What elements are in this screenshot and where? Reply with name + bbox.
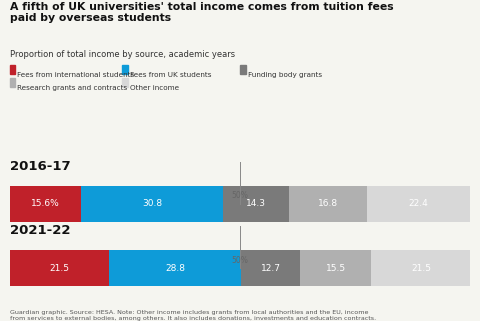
Text: A fifth of UK universities' total income comes from tuition fees
paid by oversea: A fifth of UK universities' total income…	[10, 2, 393, 23]
Text: 28.8: 28.8	[165, 264, 185, 273]
Text: 14.3: 14.3	[246, 199, 266, 208]
Bar	[82, 186, 223, 221]
Bar	[10, 250, 108, 286]
Text: 30.8: 30.8	[143, 199, 163, 208]
Text: 16.8: 16.8	[318, 199, 338, 208]
Bar	[367, 186, 470, 221]
Bar	[241, 250, 300, 286]
Text: 2021-22: 2021-22	[10, 224, 70, 237]
Text: Fees from UK students: Fees from UK students	[130, 72, 212, 78]
Text: 12.7: 12.7	[261, 264, 281, 273]
Bar	[10, 186, 82, 221]
Bar	[289, 186, 367, 221]
Bar	[300, 250, 372, 286]
Text: Fees from international students: Fees from international students	[17, 72, 134, 78]
Text: 15.5: 15.5	[325, 264, 346, 273]
Text: Proportion of total income by source, academic years: Proportion of total income by source, ac…	[10, 50, 235, 59]
Text: Funding body grants: Funding body grants	[248, 72, 322, 78]
Text: Other income: Other income	[130, 85, 179, 91]
Bar	[372, 250, 470, 286]
Text: 50%: 50%	[231, 192, 249, 201]
Text: 15.6%: 15.6%	[31, 199, 60, 208]
Text: 22.4: 22.4	[408, 199, 428, 208]
Text: 21.5: 21.5	[49, 264, 69, 273]
Bar	[223, 186, 289, 221]
Bar	[108, 250, 241, 286]
Text: Guardian graphic. Source: HESA. Note: Other income includes grants from local au: Guardian graphic. Source: HESA. Note: Ot…	[10, 310, 376, 321]
Text: 50%: 50%	[231, 256, 249, 265]
Text: 21.5: 21.5	[411, 264, 431, 273]
Text: 2016-17: 2016-17	[10, 160, 70, 173]
Text: Research grants and contracts: Research grants and contracts	[17, 85, 128, 91]
